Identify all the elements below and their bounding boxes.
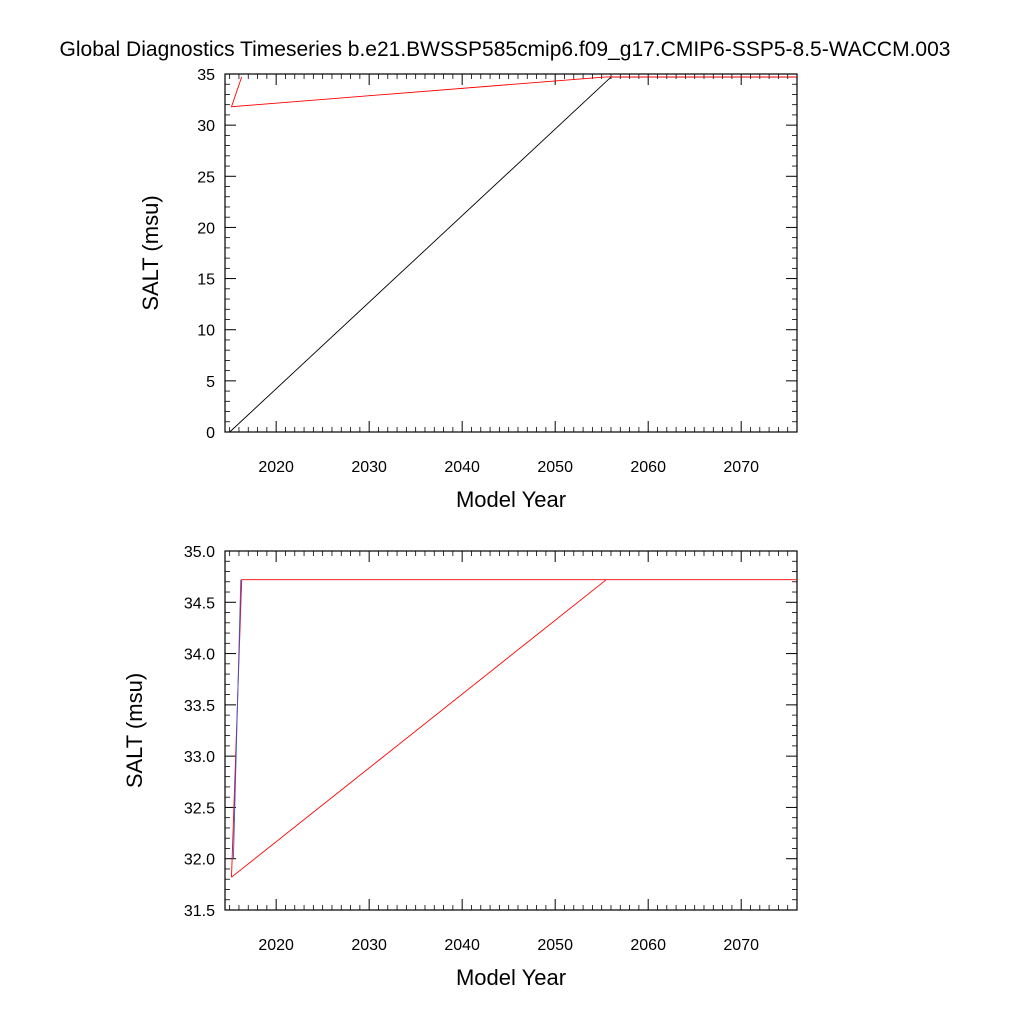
x-tick-label: 2050 [537, 459, 573, 476]
x-tick-label: 2050 [537, 937, 573, 954]
series-line-red [230, 76, 797, 108]
x-tick-label: 2060 [630, 937, 666, 954]
y-tick-label: 0 [206, 425, 215, 442]
x-tick-label: 2040 [444, 459, 480, 476]
series-line-red [231, 579, 797, 878]
x-tick-label: 2040 [444, 937, 480, 954]
x-tick-label: 2070 [723, 937, 759, 954]
x-tick-label: 2020 [258, 459, 294, 476]
series-line-black [229, 76, 797, 433]
x-tick-label: 2060 [630, 459, 666, 476]
series-line-blue [232, 579, 242, 859]
y-tick-label: 33.5 [184, 698, 215, 715]
y-tick-label: 25 [197, 169, 215, 186]
y-axis-label: SALT (msu) [122, 673, 147, 788]
y-minor-ticks [225, 83, 797, 423]
y-minor-ticks [225, 560, 797, 901]
y-tick-label: 35 [197, 67, 215, 84]
y-tick-label: 10 [197, 323, 215, 340]
chart-title: Global Diagnostics Timeseries b.e21.BWSS… [60, 38, 951, 61]
x-minor-ticks [229, 551, 798, 910]
x-axis-label: Model Year [456, 965, 566, 990]
y-tick-label: 30 [197, 118, 215, 135]
x-tick-label: 2030 [351, 937, 387, 954]
x-minor-ticks [229, 74, 798, 432]
plot-frame [224, 73, 798, 433]
y-tick-label: 34.5 [184, 595, 215, 612]
y-tick-label: 34.0 [184, 647, 215, 664]
bottom-panel: 2020 2030 2040 2050 2060 2070 31.5 32.0 32.5 33.0… [122, 544, 798, 990]
y-tick-label: 5 [206, 374, 215, 391]
x-tick-label: 2020 [258, 937, 294, 954]
y-tick-label: 35.0 [184, 544, 215, 561]
x-axis-label: Model Year [456, 487, 566, 512]
y-tick-label: 15 [197, 272, 215, 289]
y-tick-label: 33.0 [184, 749, 215, 766]
series-line-red-ramp [231, 579, 607, 878]
y-axis-label: SALT (msu) [138, 195, 163, 310]
y-tick-label: 32.0 [184, 852, 215, 869]
top-panel: 2020 2030 2040 2050 2060 2070 0 5 10 15 20 25 30 35 Mo… [138, 67, 798, 512]
y-tick-label: 20 [197, 220, 215, 237]
y-tick-label: 32.5 [184, 800, 215, 817]
plot-frame [224, 550, 798, 911]
y-tick-label: 31.5 [184, 903, 215, 920]
x-tick-label: 2030 [351, 459, 387, 476]
x-tick-label: 2070 [723, 459, 759, 476]
